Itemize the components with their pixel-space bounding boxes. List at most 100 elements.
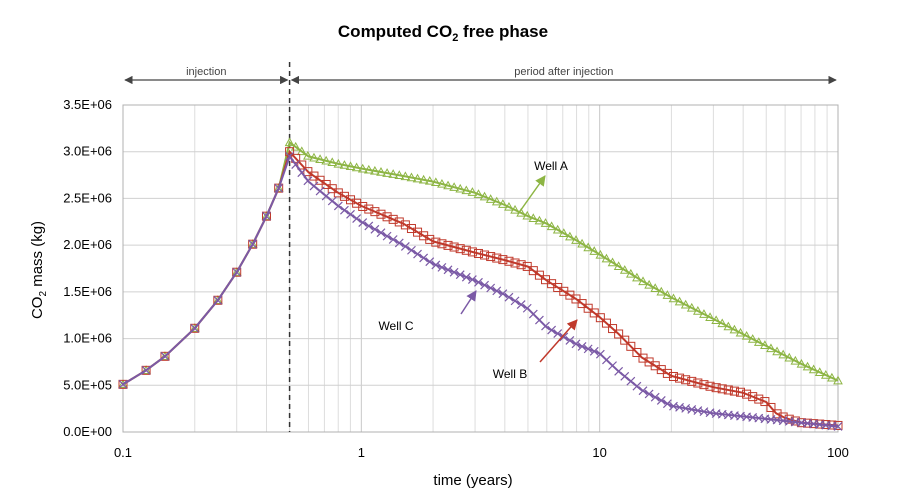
marker-dense xyxy=(589,308,599,318)
marker-dense xyxy=(644,389,654,399)
marker-dense xyxy=(534,215,545,225)
series-well-a xyxy=(118,137,843,389)
y-tick-label: 3.5E+06 xyxy=(63,97,112,112)
marker-dense xyxy=(553,329,563,338)
marker-dense xyxy=(547,325,557,335)
marker-dense xyxy=(680,299,691,309)
marker-dense xyxy=(614,329,624,339)
marker-dense xyxy=(686,302,697,312)
y-tick-label: 2.5E+06 xyxy=(63,190,112,205)
phase-label: period after injection xyxy=(514,66,613,78)
marker-dense xyxy=(297,160,307,170)
marker-dense xyxy=(339,191,349,201)
marker-dense xyxy=(662,368,672,378)
annotation-label: Well C xyxy=(378,319,413,333)
marker-dense xyxy=(437,178,447,188)
marker-dense xyxy=(297,168,307,178)
marker-dense xyxy=(814,367,825,376)
marker-dense xyxy=(620,335,630,345)
marker-dense xyxy=(357,163,368,173)
marker-dense xyxy=(632,272,642,282)
marker-data xyxy=(118,379,128,389)
marker-dense xyxy=(346,195,356,205)
x-tick-label: 100 xyxy=(827,445,849,460)
title-tail: free phase xyxy=(458,22,548,41)
marker-dense xyxy=(394,170,405,179)
marker-dense xyxy=(315,186,325,196)
marker-dense xyxy=(461,245,471,255)
marker-dense xyxy=(729,324,740,334)
x-tick-label: 10 xyxy=(592,445,606,460)
x-axis-ticks: 0.1 1 10 100 xyxy=(114,445,849,460)
x-tick-label: 1 xyxy=(358,445,365,460)
marker-dense xyxy=(607,257,618,267)
marker-dense xyxy=(370,207,380,217)
marker-dense xyxy=(394,238,404,248)
marker-dense xyxy=(419,253,429,263)
marker-dense xyxy=(425,257,435,267)
marker-dense xyxy=(528,213,539,223)
marker-dense xyxy=(601,253,612,263)
marker-dense xyxy=(552,224,563,234)
y-tick-label: 1.5E+06 xyxy=(63,284,112,299)
marker-dense xyxy=(595,313,605,323)
marker-dense xyxy=(461,272,471,282)
marker-dense xyxy=(620,371,630,381)
marker-dense xyxy=(449,182,459,191)
marker-dense xyxy=(742,389,752,399)
marker-dense xyxy=(290,141,301,151)
marker-dense xyxy=(583,344,593,354)
marker-dense xyxy=(662,290,673,299)
marker-data xyxy=(231,267,242,276)
y-tick-label: 0.0E+00 xyxy=(63,424,112,439)
marker-dense xyxy=(541,321,550,331)
marker-data xyxy=(284,137,295,147)
marker-dense xyxy=(827,372,837,382)
marker-dense xyxy=(492,286,502,296)
marker-dense xyxy=(540,218,551,227)
marker-dense xyxy=(760,340,770,350)
marker-dense xyxy=(589,346,599,356)
marker-dense xyxy=(437,262,447,272)
marker-dense xyxy=(321,155,331,165)
marker-dense xyxy=(595,249,606,259)
marker-dense xyxy=(583,303,593,313)
marker-dense xyxy=(407,245,416,255)
annotation-arrow xyxy=(517,175,546,215)
marker-dense xyxy=(309,152,319,162)
annotation-label: Well A xyxy=(534,159,568,173)
marker-dense xyxy=(534,270,544,280)
marker-dense xyxy=(741,330,752,340)
marker-dense xyxy=(577,238,587,248)
marker-dense xyxy=(291,160,301,169)
marker-dense xyxy=(699,380,709,390)
series-line xyxy=(122,140,839,386)
title-main: Computed CO xyxy=(338,22,452,41)
marker-dense xyxy=(430,177,441,187)
annotation-label: Well B xyxy=(493,367,527,381)
marker-dense xyxy=(650,392,660,402)
marker-dense xyxy=(382,168,392,177)
marker-dense xyxy=(711,315,721,325)
marker-dense xyxy=(705,312,715,321)
marker-dense xyxy=(619,265,630,274)
marker-dense xyxy=(296,146,307,156)
marker-dense xyxy=(613,261,624,271)
marker-data xyxy=(189,323,200,332)
marker-dense xyxy=(608,324,618,334)
marker-dense xyxy=(394,217,404,227)
marker-dense xyxy=(364,221,374,231)
marker-dense xyxy=(449,242,459,252)
marker-dense xyxy=(376,167,386,176)
marker-dense xyxy=(656,396,666,405)
marker-dense xyxy=(516,260,526,270)
marker-dense xyxy=(352,198,362,208)
marker-dense xyxy=(583,242,594,252)
marker-dense xyxy=(431,237,441,247)
marker-dense xyxy=(455,270,465,280)
marker-dense xyxy=(717,318,728,328)
marker-dense xyxy=(729,386,739,396)
marker-dense xyxy=(498,255,508,265)
marker-dense xyxy=(833,421,843,431)
marker-dense xyxy=(772,346,782,356)
